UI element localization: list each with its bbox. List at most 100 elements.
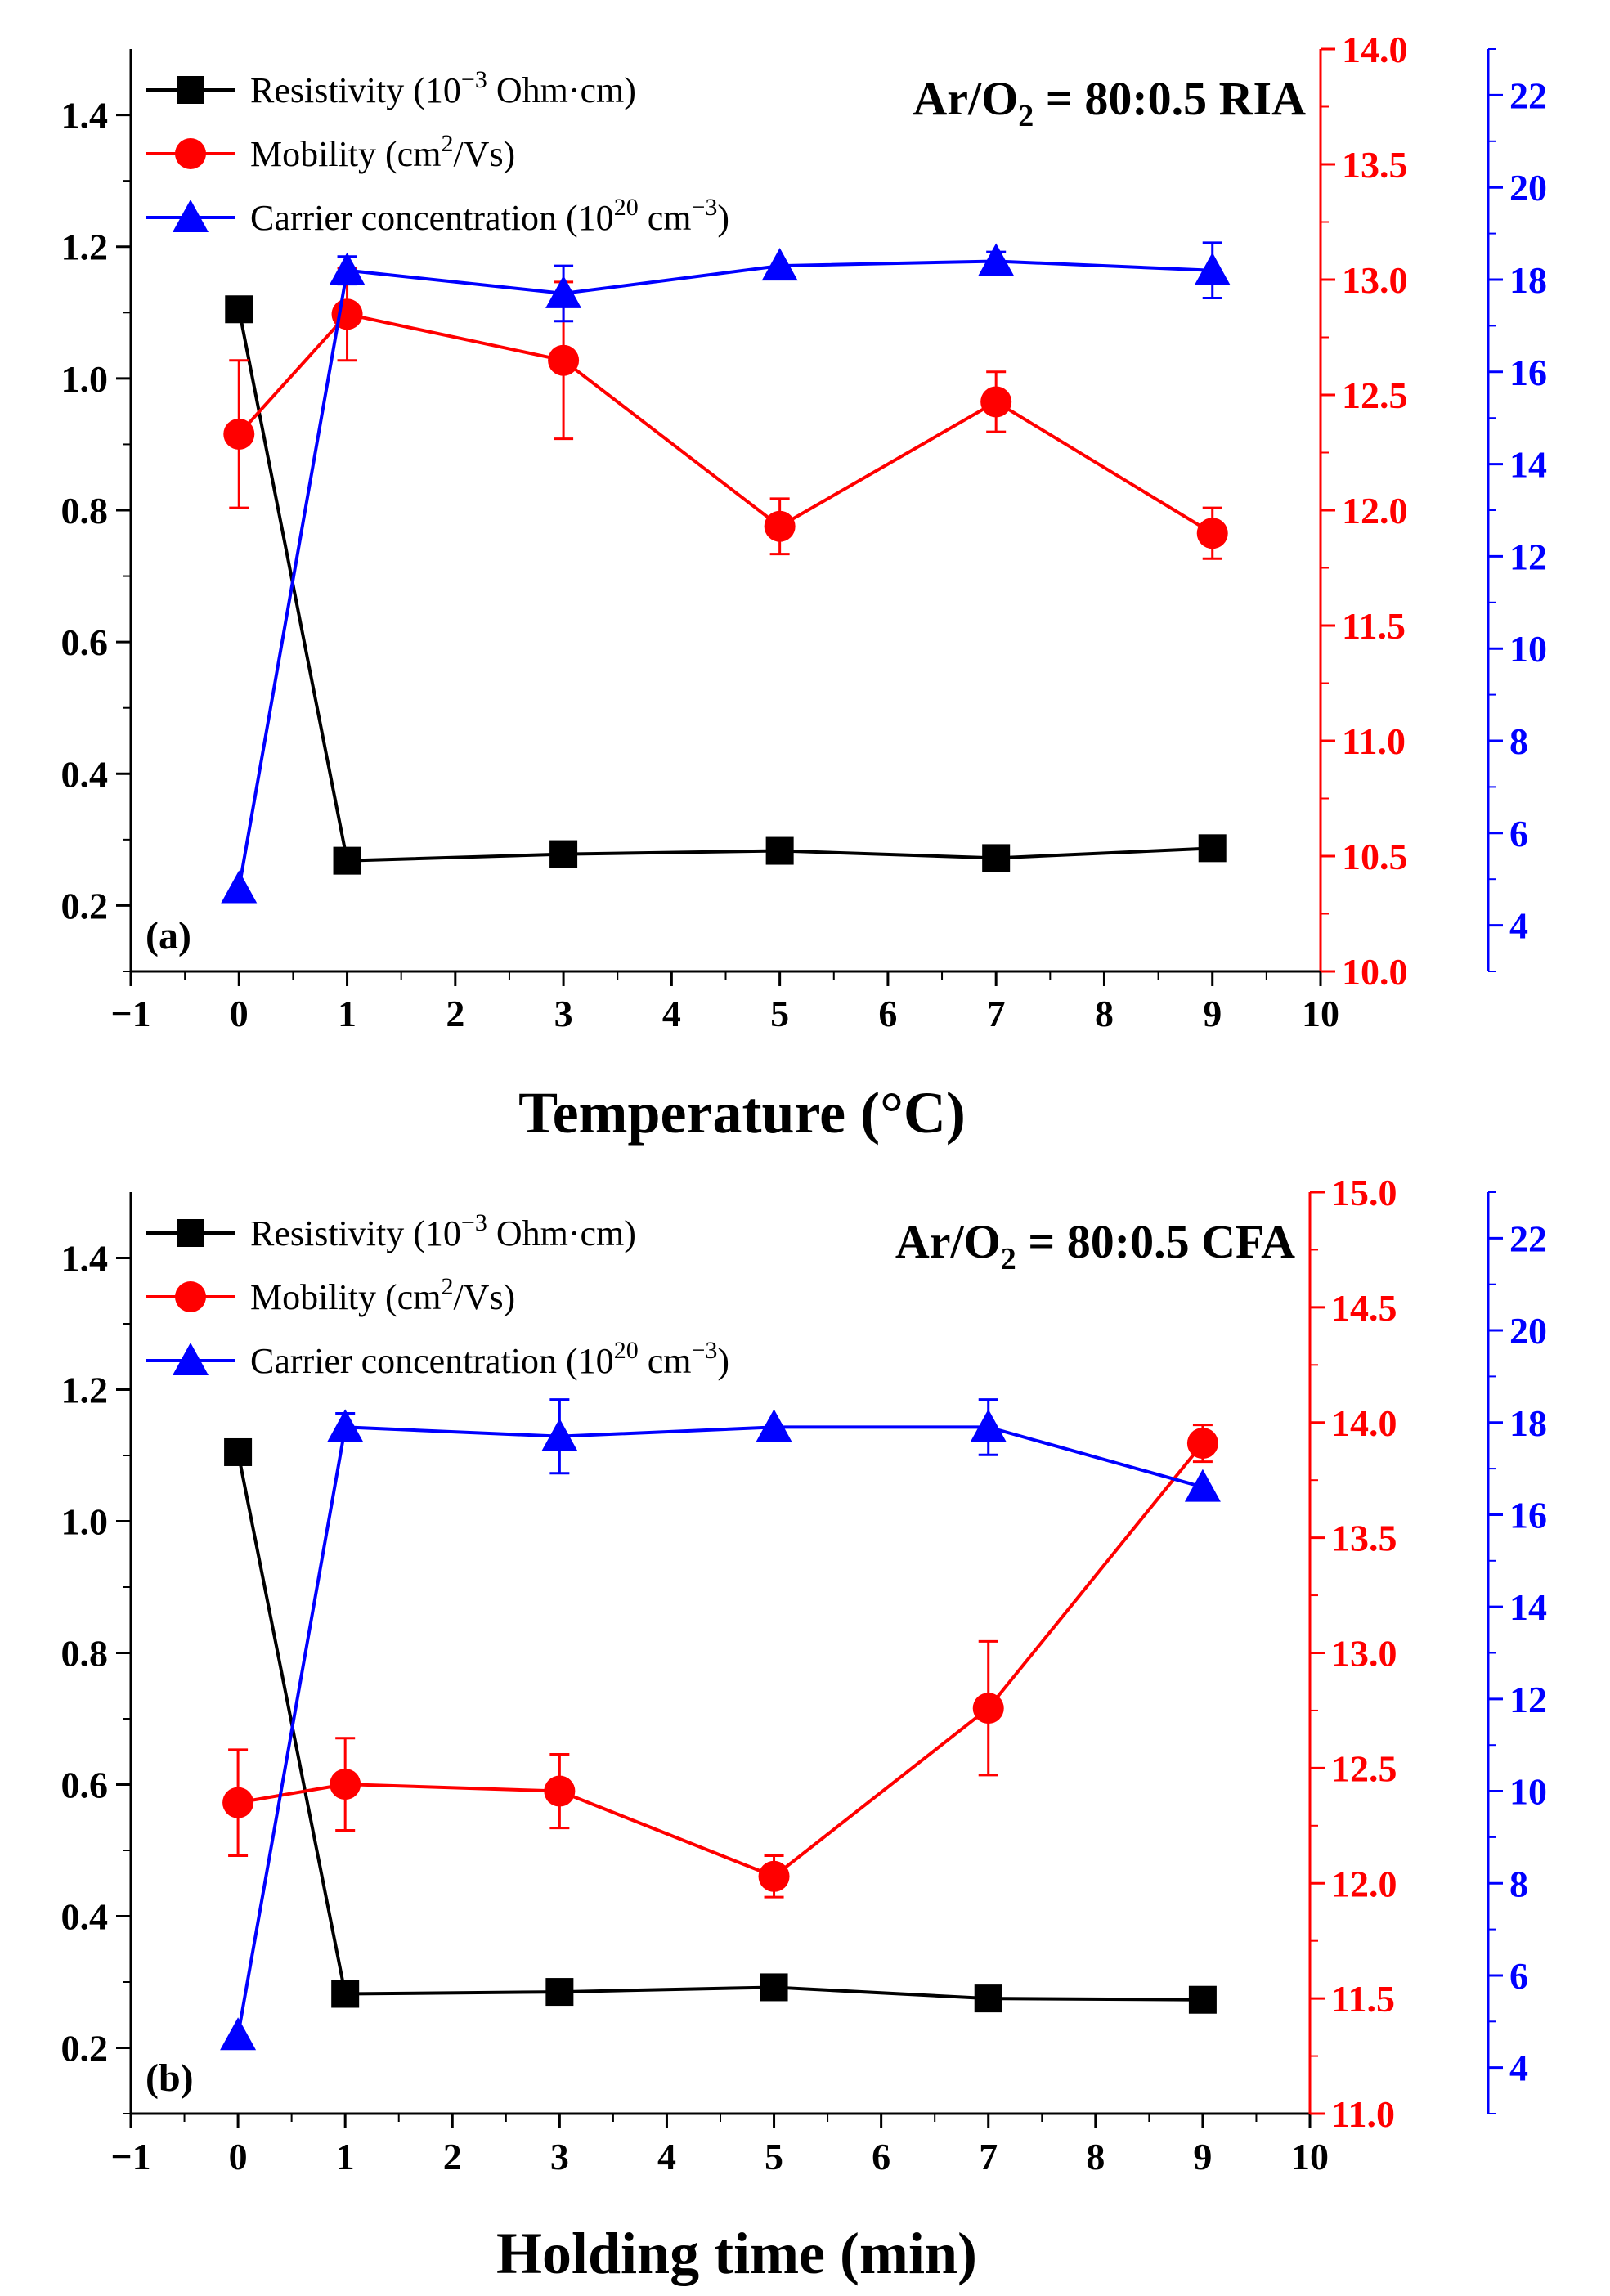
carrier-y-tick-label: 14 xyxy=(1509,444,1547,486)
x-tick-label: 9 xyxy=(1203,993,1222,1034)
resistivity-point xyxy=(545,1978,574,2007)
legend-marker-mobility xyxy=(175,1281,206,1312)
mobility-line xyxy=(237,1442,1204,1879)
legend-text: Carrier concentration (10 xyxy=(250,198,614,238)
mobility-y-tick-label: 12.5 xyxy=(1331,1747,1397,1789)
x-tick-label: 3 xyxy=(550,2136,569,2177)
left-y-tick-label: 0.4 xyxy=(61,753,109,795)
carrier-y-tick-label: 12 xyxy=(1509,1679,1547,1720)
x-tick-label: 5 xyxy=(770,993,789,1034)
legend-text: Ohm·cm) xyxy=(487,70,636,110)
legend-superscript: −3 xyxy=(691,1337,717,1364)
carrier-point xyxy=(327,1409,364,1442)
legend-superscript: 2 xyxy=(441,130,453,157)
x-tick-label: 7 xyxy=(987,993,1006,1034)
carrier-y-tick-label: 22 xyxy=(1509,1218,1547,1259)
x-tick-label: 8 xyxy=(1086,2136,1105,2177)
left-y-tick-label: 1.4 xyxy=(61,1238,109,1280)
carrier-y-tick-label: 12 xyxy=(1509,536,1547,577)
legend-marker-carrier xyxy=(173,1343,209,1375)
mobility-y-tick-label: 13.0 xyxy=(1331,1633,1397,1675)
mobility-y-tick-label: 12.0 xyxy=(1331,1863,1397,1904)
carrier-point xyxy=(1184,1469,1221,1502)
carrier-y-tick-label: 8 xyxy=(1509,720,1528,762)
resistivity-point xyxy=(224,1437,253,1466)
resistivity-point xyxy=(1198,834,1227,863)
panel-title: Ar/O2 = 80:0.5 RIA xyxy=(913,72,1306,133)
mobility-point xyxy=(222,1787,254,1818)
mobility-point xyxy=(330,1769,361,1800)
x-tick-label: 1 xyxy=(338,993,357,1034)
legend-superscript: −3 xyxy=(461,66,487,93)
resistivity-point xyxy=(549,840,578,868)
mobility-point xyxy=(548,344,580,376)
carrier-y-tick-label: 6 xyxy=(1509,813,1528,854)
mobility-point xyxy=(764,510,796,542)
carrier-y-tick-label: 20 xyxy=(1509,1310,1547,1352)
left-y-tick-label: 1.2 xyxy=(61,1370,109,1411)
legend-marker-resistivity xyxy=(177,1219,204,1247)
series-mobility xyxy=(223,267,1228,560)
carrier-line xyxy=(236,1425,1204,2036)
panel-label: (b) xyxy=(146,2056,194,2100)
x-tick-label: 6 xyxy=(872,2136,890,2177)
mobility-y-tick-label: 15.0 xyxy=(1331,1172,1397,1213)
series-resistivity xyxy=(224,1437,1217,2014)
carrier-y-tick-label: 4 xyxy=(1509,905,1528,947)
mobility-y-tick-label: 12.0 xyxy=(1342,490,1408,531)
mobility-y-tick-label: 13.5 xyxy=(1331,1518,1397,1559)
left-y-tick-label: 0.2 xyxy=(61,2028,109,2070)
mobility-point xyxy=(223,418,255,450)
carrier-point xyxy=(761,248,798,281)
resistivity-point xyxy=(974,1984,1002,2013)
x-tick-label: 3 xyxy=(554,993,573,1034)
left-y-tick-label: 0.6 xyxy=(61,1765,109,1806)
series-resistivity xyxy=(225,295,1227,875)
x-tick-label: 0 xyxy=(229,2136,248,2177)
legend-text: Carrier concentration (10 xyxy=(250,1341,614,1381)
title-text: = 80:0.5 CFA xyxy=(1016,1215,1295,1268)
legend-label-mobility: Mobility (cm2/Vs) xyxy=(250,130,515,174)
legend-superscript: 2 xyxy=(441,1273,453,1300)
carrier-point xyxy=(221,870,258,904)
carrier-point xyxy=(970,1409,1007,1442)
mobility-point xyxy=(758,1860,790,1892)
legend-label-resistivity: Resistivity (10−3 Ohm·cm) xyxy=(250,1209,636,1253)
mobility-y-tick-label: 13.5 xyxy=(1342,144,1408,186)
series-carrier xyxy=(220,1398,1221,2051)
carrier-y-tick-label: 14 xyxy=(1509,1586,1547,1628)
legend-label-carrier: Carrier concentration (1020 cm−3) xyxy=(250,1337,729,1381)
carrier-point xyxy=(541,1418,578,1451)
legend-marker-resistivity xyxy=(177,76,204,104)
title-text: Ar/O xyxy=(895,1215,1001,1268)
legend-label-carrier: Carrier concentration (1020 cm−3) xyxy=(250,194,729,238)
mobility-y-tick-label: 10.5 xyxy=(1342,836,1408,877)
mobility-point xyxy=(980,386,1012,418)
legend-text: /Vs) xyxy=(453,134,515,174)
legend-text: Mobility (cm xyxy=(250,134,441,174)
x-tick-label: 10 xyxy=(1302,993,1339,1034)
legend-text: Mobility (cm xyxy=(250,1277,441,1317)
carrier-point xyxy=(1194,252,1231,285)
mobility-y-tick-label: 11.5 xyxy=(1331,1978,1395,2020)
x-axis-label: Holding time (min) xyxy=(496,2221,977,2286)
resistivity-point xyxy=(331,1980,360,2008)
carrier-y-tick-label: 22 xyxy=(1509,74,1547,116)
carrier-y-tick-label: 18 xyxy=(1509,1402,1547,1444)
carrier-point xyxy=(978,243,1015,276)
resistivity-point xyxy=(225,295,253,324)
legend-text: ) xyxy=(717,198,729,238)
legend-label-mobility: Mobility (cm2/Vs) xyxy=(250,1273,515,1317)
mobility-y-tick-label: 14.0 xyxy=(1342,29,1408,70)
mobility-point xyxy=(1196,518,1228,549)
resistivity-point xyxy=(1188,1985,1217,2014)
mobility-y-tick-label: 11.0 xyxy=(1331,2093,1395,2135)
carrier-y-tick-label: 8 xyxy=(1509,1863,1528,1904)
legend-text: cm xyxy=(639,198,692,238)
carrier-y-tick-label: 16 xyxy=(1509,1494,1547,1536)
x-tick-label: 2 xyxy=(446,993,464,1034)
panel-label: (a) xyxy=(146,914,191,957)
mobility-y-tick-label: 14.0 xyxy=(1331,1402,1397,1444)
carrier-line xyxy=(237,259,1213,889)
